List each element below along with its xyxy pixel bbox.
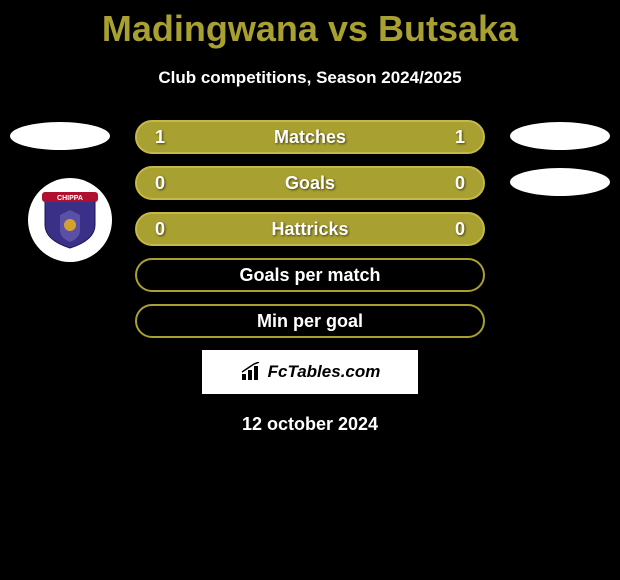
stat-value-right: 0 [435, 173, 465, 194]
stat-row-hattricks: 0 Hattricks 0 [135, 212, 485, 246]
stat-label: Min per goal [257, 311, 363, 332]
stat-row-goals: 0 Goals 0 [135, 166, 485, 200]
logo-banner-text: CHIPPA [57, 195, 83, 202]
stat-row-goals-per-match: Goals per match [135, 258, 485, 292]
stat-label: Hattricks [271, 219, 348, 240]
stat-value-left: 1 [155, 127, 185, 148]
team-logo-left: CHIPPA [20, 178, 120, 268]
logo-circle: CHIPPA [28, 178, 112, 262]
page-title: Madingwana vs Butsaka [0, 0, 620, 50]
stat-label: Matches [274, 127, 346, 148]
stat-label: Goals [285, 173, 335, 194]
stat-row-min-per-goal: Min per goal [135, 304, 485, 338]
date-text: 12 october 2024 [0, 414, 620, 435]
stat-value-right: 1 [435, 127, 465, 148]
chart-icon [240, 362, 264, 382]
brand-box[interactable]: FcTables.com [202, 350, 418, 394]
badge-left-row1 [10, 122, 110, 150]
stat-value-right: 0 [435, 219, 465, 240]
stat-label: Goals per match [239, 265, 380, 286]
stat-value-left: 0 [155, 219, 185, 240]
stat-row-matches: 1 Matches 1 [135, 120, 485, 154]
badge-right-row2 [510, 168, 610, 196]
shield-icon: CHIPPA [40, 190, 100, 250]
subtitle: Club competitions, Season 2024/2025 [0, 68, 620, 88]
brand-text: FcTables.com [268, 362, 381, 382]
badge-right-row1 [510, 122, 610, 150]
stat-value-left: 0 [155, 173, 185, 194]
